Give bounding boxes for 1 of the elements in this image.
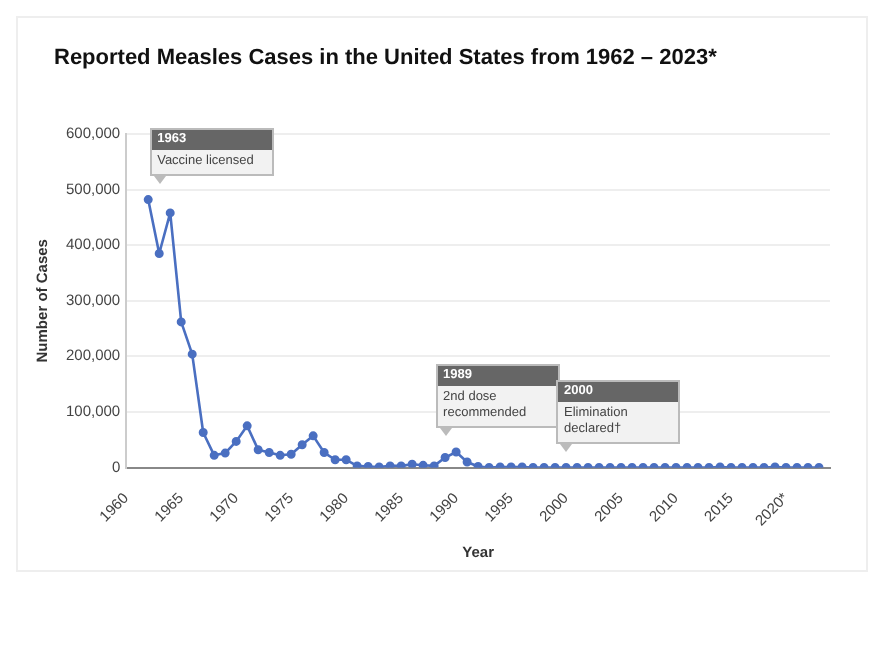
chart-title: Reported Measles Cases in the United States from 1962 – 2023* bbox=[52, 46, 719, 70]
